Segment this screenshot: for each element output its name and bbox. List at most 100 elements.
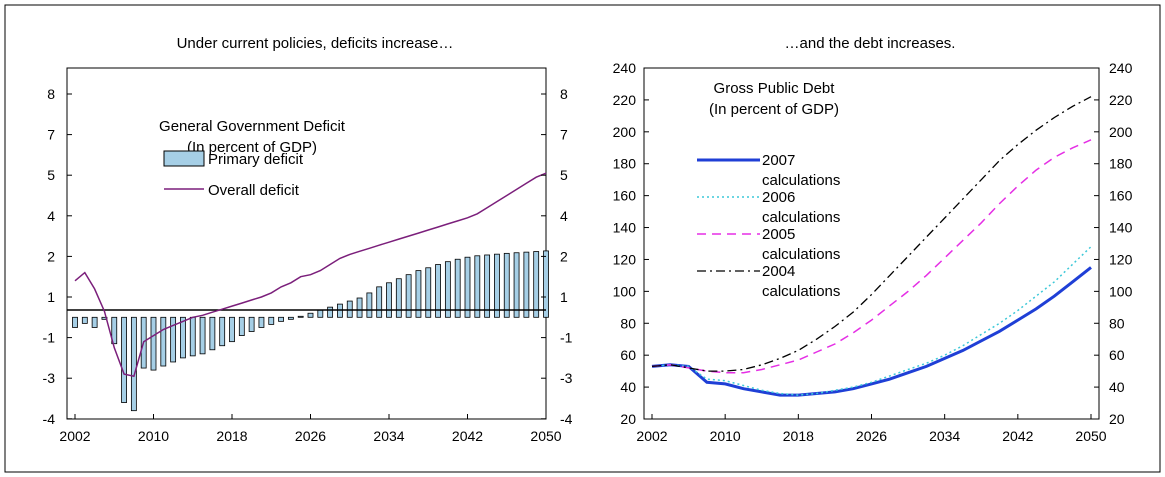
- primary-deficit-bar: [307, 312, 314, 318]
- right-y2-tick-label: 180: [1109, 156, 1133, 172]
- primary-deficit-bar: [435, 264, 441, 318]
- primary-deficit-bar: [376, 286, 383, 318]
- legend-label-2004: 2004: [762, 263, 795, 280]
- left-x-axis: 2002 2010 2018 2026 2034 2042 2050: [59, 414, 562, 444]
- right-inner-title-line2: (In percent of GDP): [709, 101, 839, 118]
- left-y2-tick-label: 8: [560, 86, 568, 102]
- left-y-tick-label: 1: [47, 289, 55, 305]
- primary-deficit-bar: [543, 250, 549, 318]
- left-y-tick-label: 5: [47, 167, 55, 183]
- left-inner-title-line1: General Government Deficit: [159, 118, 346, 135]
- right-x-tick-label: 2002: [636, 428, 667, 444]
- legend-swatch-primary-deficit: [163, 150, 205, 167]
- right-x-axis: 2002 2010 2018 2026 2034 2042 2050: [636, 414, 1107, 444]
- right-y-tick-label: 180: [613, 156, 637, 172]
- primary-deficit-bar: [454, 258, 461, 318]
- right-y2-tick-label: 220: [1109, 92, 1133, 108]
- left-chart-title: Under current policies, deficits increas…: [177, 35, 454, 52]
- primary-deficit-bar: [121, 316, 127, 403]
- right-y-tick-label: 140: [613, 220, 637, 236]
- right-x-tick-label: 2018: [783, 428, 814, 444]
- primary-deficit-bar: [327, 306, 334, 318]
- left-x-tick-label: 2002: [59, 428, 90, 444]
- primary-deficit-bar: [533, 251, 540, 318]
- primary-deficit-bar: [189, 316, 196, 357]
- legend-label-2004-suffix: calculations: [762, 283, 840, 300]
- primary-deficit-bar: [415, 270, 422, 318]
- left-y2-tick-label: -3: [560, 370, 573, 386]
- right-y-tick-label: 220: [613, 92, 637, 108]
- right-x-tick-label: 2026: [856, 428, 887, 444]
- left-y2-tick-label: 2: [560, 248, 568, 264]
- right-y-tick-label: 20: [620, 411, 636, 427]
- primary-deficit-bar: [160, 316, 167, 367]
- right-y-tick-label: 200: [613, 124, 637, 140]
- right-x-tick-label: 2034: [929, 428, 960, 444]
- primary-deficit-bar: [356, 297, 363, 318]
- primary-deficit-bar: [219, 316, 226, 347]
- right-y-tick-label: 80: [620, 315, 636, 331]
- right-secondary-y-axis: 240 220 200 180 160 140 120 100 80 60 40 20: [1094, 60, 1133, 427]
- debt-line-2004: [651, 96, 1092, 372]
- right-y-tick-label: 60: [620, 347, 636, 363]
- primary-deficit-bar: [405, 274, 412, 318]
- left-y-tick-label: 4: [47, 208, 55, 224]
- right-y2-tick-label: 100: [1109, 283, 1133, 299]
- legend-label-2006-suffix: calculations: [762, 209, 840, 226]
- right-legend: 2007calculations2006calculations2005calc…: [697, 152, 840, 300]
- primary-deficit-bar: [91, 316, 98, 328]
- primary-deficit-bar: [484, 254, 491, 318]
- debt-line-2007: [651, 266, 1092, 397]
- left-x-tick-label: 2026: [295, 428, 326, 444]
- right-y2-tick-label: 240: [1109, 60, 1133, 76]
- left-y2-tick-label: 7: [560, 127, 568, 143]
- legend-label-2007: 2007: [762, 152, 795, 169]
- left-y2-tick-label: 1: [560, 289, 568, 305]
- primary-deficit-bar: [248, 316, 255, 332]
- primary-deficit-bar: [366, 292, 373, 318]
- left-x-tick-label: 2050: [530, 428, 561, 444]
- primary-deficit-bar: [503, 252, 510, 318]
- left-x-tick-label: 2018: [216, 428, 247, 444]
- right-y2-tick-label: 120: [1109, 251, 1133, 267]
- primary-deficit-bar: [130, 316, 137, 412]
- left-y-tick-label: 2: [47, 248, 55, 264]
- primary-deficit-bar: [238, 316, 245, 336]
- left-plot-frame: [66, 67, 547, 420]
- right-plot-frame: [643, 67, 1100, 420]
- left-y-tick-label: -4: [43, 411, 56, 427]
- primary-deficit-bar: [464, 256, 471, 318]
- primary-deficit-bar: [474, 255, 481, 318]
- primary-deficit-bar: [268, 316, 275, 325]
- left-y-tick-label: 8: [47, 86, 55, 102]
- left-y2-tick-label: -1: [560, 330, 573, 346]
- primary-deficit-bar: [150, 316, 157, 371]
- right-y-tick-label: 100: [613, 283, 637, 299]
- left-y-tick-label: -1: [43, 330, 56, 346]
- primary-deficit-bar: [278, 316, 284, 322]
- left-chart: Under current policies, deficits increas…: [43, 35, 573, 444]
- left-y-axis: 8 7 5 4 2 1 -1 -3 -4: [43, 86, 72, 427]
- right-y-tick-label: 160: [613, 188, 637, 204]
- right-y2-tick-label: 140: [1109, 220, 1133, 236]
- primary-deficit-bar: [170, 316, 177, 363]
- legend-label-2007-suffix: calculations: [762, 172, 840, 189]
- left-x-tick-label: 2034: [373, 428, 404, 444]
- right-chart-title: …and the debt increases.: [785, 35, 956, 52]
- primary-deficit-bar: [72, 316, 78, 328]
- overall-deficit-line: [74, 172, 547, 378]
- primary-deficit-bar: [287, 316, 294, 320]
- right-y2-tick-label: 60: [1109, 347, 1125, 363]
- right-y-tick-label: 40: [620, 379, 636, 395]
- debt-line-2006: [651, 246, 1092, 396]
- left-y2-tick-label: -4: [560, 411, 573, 427]
- left-y2-tick-label: 4: [560, 208, 568, 224]
- right-y2-tick-label: 80: [1109, 315, 1125, 331]
- right-y-axis: 240 220 200 180 160 140 120 100 80 60 40 20: [613, 60, 649, 427]
- primary-deficit-bar: [81, 316, 88, 324]
- right-y2-tick-label: 40: [1109, 379, 1125, 395]
- primary-deficit-bar: [229, 316, 235, 343]
- primary-deficit-bar: [386, 282, 392, 318]
- legend-label-2005-suffix: calculations: [762, 246, 840, 263]
